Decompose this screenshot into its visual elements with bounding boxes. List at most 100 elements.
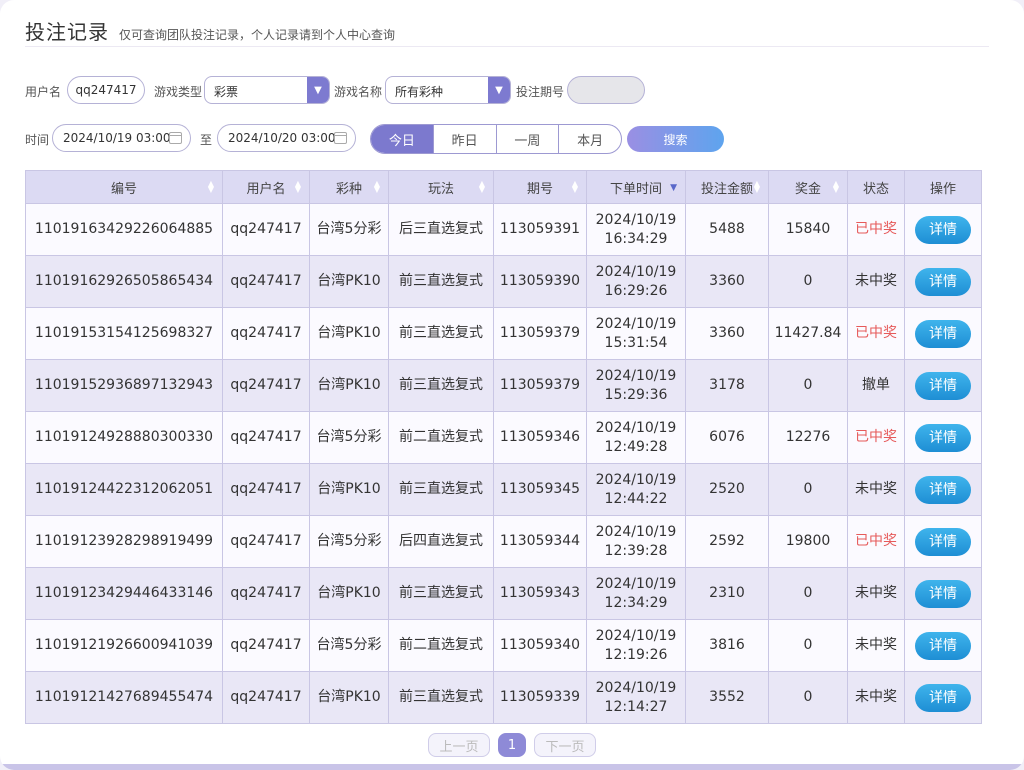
cell-status: 已中奖 [847,515,905,568]
cell-period: 113059346 [493,411,587,464]
table-row: 11019153154125698327 qq247417 台湾PK10 前三直选复式… [25,307,982,360]
cell-play: 后四直选复式 [388,515,494,568]
cell-lottery: 台湾PK10 [309,671,389,724]
time-label: 时间 [25,133,50,147]
cell-date: 2024/10/19 [595,419,677,436]
column-header-time[interactable]: 下单时间 ▼ [586,170,686,204]
detail-button[interactable]: 详情 [915,631,971,660]
cell-lottery: 台湾PK10 [309,359,389,412]
detail-button[interactable]: 详情 [915,371,971,400]
game-name-value: 所有彩种 [395,85,444,99]
cell-prize: 15840 [768,203,848,256]
column-header-play[interactable]: 玩法 ▲ ▼ [388,170,494,204]
tab-yesterday[interactable]: 昨日 [432,125,496,153]
cell-lottery: 台湾PK10 [309,255,389,308]
sort-descending-icon[interactable]: ▼ [670,183,677,193]
cell-play: 前二直选复式 [388,619,494,672]
table-header-row: 编号 ▲ ▼ 用户名 ▲ ▼ 彩种 ▲ ▼ 玩法 ▲ ▼ 期号 ▲ ▼ 下单时间 ▼ 投注金额 ▲ ▼ 奖… [25,170,982,204]
detail-button[interactable]: 详情 [915,267,971,296]
detail-button[interactable]: 详情 [915,423,971,452]
sort-icon[interactable]: ▲ ▼ [571,179,578,194]
cell-action: 详情 [904,203,982,256]
end-time-input[interactable]: 2024/10/20 03:00 [217,124,356,152]
tab-week[interactable]: 一周 [495,125,559,153]
records-table: 编号 ▲ ▼ 用户名 ▲ ▼ 彩种 ▲ ▼ 玩法 ▲ ▼ 期号 ▲ ▼ 下单时间 ▼ 投注金额 ▲ ▼ 奖… [25,170,982,724]
table-row: 11019124422312062051 qq247417 台湾PK10 前三直选复式… [25,463,982,516]
cell-action: 详情 [904,515,982,568]
detail-button[interactable]: 详情 [915,527,971,556]
cell-user: qq247417 [222,255,310,308]
detail-button[interactable]: 详情 [915,319,971,348]
cell-time: 15:31:54 [604,334,668,351]
cell-play: 前三直选复式 [388,671,494,724]
cell-order-time: 2024/10/19 12:44:22 [586,463,686,516]
detail-button[interactable]: 详情 [915,475,971,504]
column-header-status: 状态 [847,170,905,204]
cell-user: qq247417 [222,515,310,568]
cell-date: 2024/10/19 [595,575,677,592]
cell-period: 113059343 [493,567,587,620]
column-header-lottery[interactable]: 彩种 ▲ ▼ [309,170,389,204]
cell-user: qq247417 [222,411,310,464]
cell-order-time: 2024/10/19 12:34:29 [586,567,686,620]
detail-button[interactable]: 详情 [915,683,971,712]
detail-button[interactable]: 详情 [915,215,971,244]
cell-amount: 6076 [685,411,769,464]
cell-action: 详情 [904,411,982,464]
column-header-period[interactable]: 期号 ▲ ▼ [493,170,587,204]
cell-amount: 5488 [685,203,769,256]
game-type-value: 彩票 [214,85,239,99]
triangle-down-icon: ▼ [488,77,510,103]
cell-amount: 3178 [685,359,769,412]
cell-play: 前三直选复式 [388,359,494,412]
cell-lottery: 台湾5分彩 [309,515,389,568]
sort-icon[interactable]: ▲ ▼ [478,179,485,194]
username-input[interactable]: qq247417 [67,76,145,104]
prev-page-button[interactable]: 上一页 [428,733,490,757]
start-time-input[interactable]: 2024/10/19 03:00 [52,124,191,152]
cell-action: 详情 [904,307,982,360]
column-header-prize[interactable]: 奖金 ▲ ▼ [768,170,848,204]
sort-icon[interactable]: ▲ ▼ [207,179,214,194]
sort-icon[interactable]: ▲ ▼ [294,179,301,194]
triangle-down-icon: ▼ [307,77,329,103]
cell-order-time: 2024/10/19 15:29:36 [586,359,686,412]
game-name-select[interactable]: 所有彩种 ▼ [385,76,511,104]
period-input[interactable] [567,76,645,104]
cell-action: 详情 [904,619,982,672]
next-page-button[interactable]: 下一页 [534,733,596,757]
cell-status: 未中奖 [847,619,905,672]
tab-today[interactable]: 今日 [371,125,433,153]
column-header-user[interactable]: 用户名 ▲ ▼ [222,170,310,204]
cell-status: 已中奖 [847,203,905,256]
cell-user: qq247417 [222,567,310,620]
cell-play: 前三直选复式 [388,307,494,360]
cell-order-time: 2024/10/19 12:19:26 [586,619,686,672]
page-header: 投注记录 仅可查询团队投注记录，个人记录请到个人中心查询 [25,16,395,45]
cell-amount: 3552 [685,671,769,724]
cell-time: 12:44:22 [604,490,668,507]
cell-prize: 0 [768,619,848,672]
cell-time: 12:34:29 [604,594,668,611]
sort-icon[interactable]: ▲ ▼ [753,179,760,194]
page-number-button[interactable]: 1 [498,733,526,757]
cell-prize: 0 [768,463,848,516]
detail-button[interactable]: 详情 [915,579,971,608]
cell-id: 11019153154125698327 [25,307,223,360]
cell-status: 未中奖 [847,255,905,308]
tab-month[interactable]: 本月 [558,125,621,153]
column-header-id[interactable]: 编号 ▲ ▼ [25,170,223,204]
cell-period: 113059344 [493,515,587,568]
cell-order-time: 2024/10/19 12:14:27 [586,671,686,724]
game-type-select[interactable]: 彩票 ▼ [204,76,330,104]
cell-id: 11019121926600941039 [25,619,223,672]
sort-icon[interactable]: ▲ ▼ [373,179,380,194]
sort-icon[interactable]: ▲ ▼ [832,179,839,194]
cell-prize: 12276 [768,411,848,464]
search-button[interactable]: 搜索 [627,126,724,152]
cell-lottery: 台湾5分彩 [309,203,389,256]
cell-action: 详情 [904,255,982,308]
column-header-amount[interactable]: 投注金额 ▲ ▼ [685,170,769,204]
game-type-label: 游戏类型 [154,85,203,99]
